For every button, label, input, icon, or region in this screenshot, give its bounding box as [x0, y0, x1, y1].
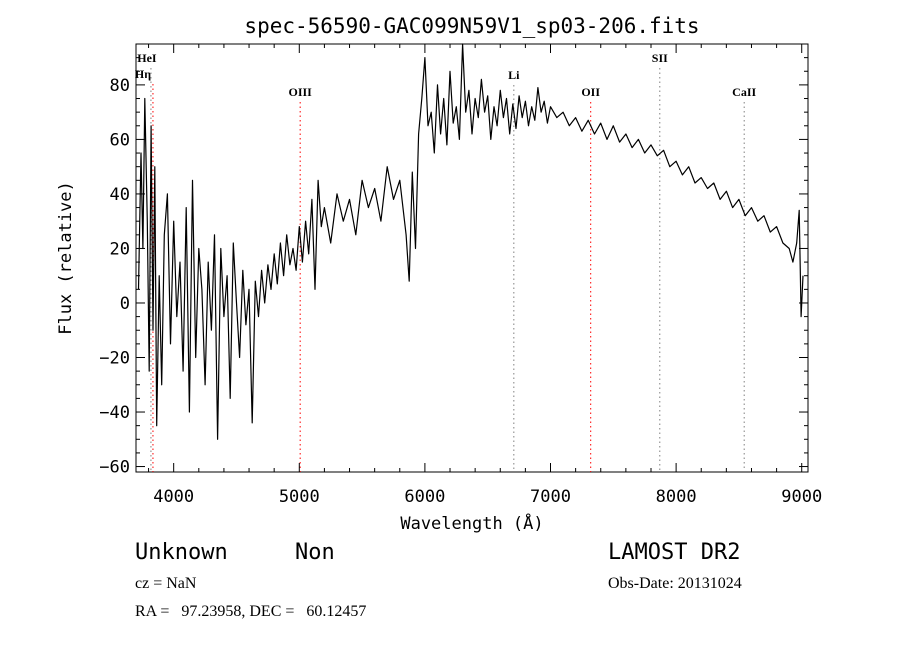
- x-tick-label: 4000: [153, 487, 194, 507]
- x-tick-label: 6000: [404, 487, 445, 507]
- y-tick-label: 40: [110, 185, 130, 205]
- line-marker-label: OIII: [288, 85, 312, 99]
- y-tick-label: 80: [110, 76, 130, 96]
- y-axis-label: Flux (relative): [56, 181, 76, 335]
- x-tick-label: 5000: [279, 487, 320, 507]
- x-tick-label: 9000: [781, 487, 822, 507]
- coordinates-readout: RA = 97.23958, DEC = 60.12457: [135, 603, 367, 620]
- redshift-readout: cz = NaN: [135, 575, 197, 592]
- x-tick-label: 7000: [530, 487, 571, 507]
- axis-tick-labels: 4000 5000 6000 7000 8000 9000 −60 −40 −20 0 20 40 60…: [99, 76, 822, 507]
- x-tick-label: 8000: [656, 487, 697, 507]
- line-marker-label: HeI: [137, 51, 157, 65]
- chart-title: spec-56590-GAC099N59V1_sp03-206.fits: [244, 14, 699, 38]
- object-subclass: Non: [295, 540, 335, 565]
- survey-name: LAMOST DR2: [608, 540, 741, 565]
- line-marker-label: Li: [508, 68, 520, 82]
- line-marker-label: SII: [652, 51, 668, 65]
- line-marker-label: Hη: [135, 67, 151, 81]
- y-tick-label: −20: [99, 349, 130, 369]
- line-marker-label: CaII: [732, 85, 756, 99]
- y-tick-label: 0: [120, 294, 130, 314]
- x-axis-label: Wavelength (Å): [400, 512, 543, 534]
- line-marker-label: OII: [581, 85, 600, 99]
- y-tick-label: −60: [99, 458, 130, 478]
- y-tick-label: −40: [99, 403, 130, 423]
- y-tick-label: 60: [110, 130, 130, 150]
- axis-ticks: [136, 44, 808, 472]
- line-marker-labels: HeI Hη OIII Li OII SII CaII: [135, 51, 757, 99]
- object-class: Unknown: [135, 540, 228, 565]
- y-tick-label: 20: [110, 239, 130, 259]
- observation-date: Obs-Date: 20131024: [608, 575, 742, 592]
- plot-frame: [135, 43, 809, 473]
- spectrum-line: [137, 43, 804, 440]
